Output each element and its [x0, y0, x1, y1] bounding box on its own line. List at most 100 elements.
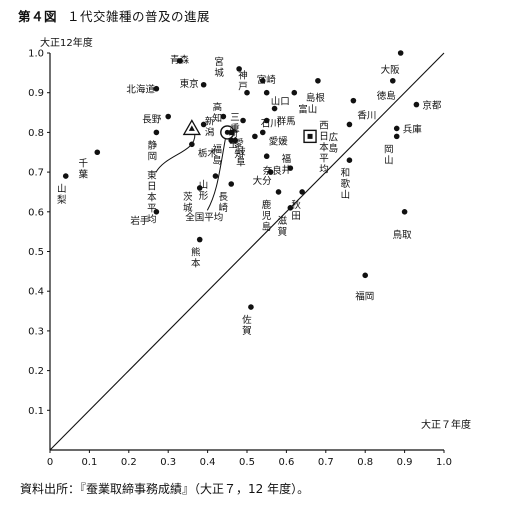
- average-leader: [155, 134, 196, 173]
- data-point: [267, 169, 274, 175]
- data-point: [236, 66, 242, 72]
- data-point: [346, 157, 353, 163]
- point-label: 熊本: [191, 247, 201, 270]
- point-label: 宮城: [214, 56, 224, 79]
- data-point: [200, 121, 207, 128]
- x-tick-label: 0.8: [357, 457, 373, 468]
- point-label: 富山: [298, 104, 317, 116]
- data-point: [94, 149, 101, 156]
- point-label: 宮崎: [257, 74, 277, 86]
- x-tick-label: 0.1: [81, 457, 97, 468]
- point-label: 福井: [282, 153, 292, 176]
- average-marker-inner: [188, 125, 195, 131]
- x-tick-label: 0: [47, 457, 53, 468]
- point-label: 神戸: [238, 70, 248, 93]
- data-point: [228, 129, 235, 136]
- data-point: [248, 304, 254, 310]
- figure-number: 第４図: [18, 9, 58, 24]
- point-label: 岡山: [384, 144, 394, 166]
- data-point: [200, 81, 207, 88]
- data-point: [397, 50, 404, 56]
- data-point: [259, 77, 266, 84]
- point-label: 群馬: [277, 116, 296, 128]
- point-label: 福岡: [355, 290, 374, 302]
- data-point: [362, 272, 369, 279]
- data-point: [287, 165, 294, 171]
- data-points: [62, 50, 420, 310]
- point-label: 京都: [422, 100, 442, 112]
- data-point: [263, 117, 270, 124]
- tick-labels: 0 0.1 0.2 0.3 0.4 0.5 0.6 0.7 0.8 0.9 1.0 0.1 0.2 0.3…: [28, 49, 452, 469]
- y-tick-label: 0.9: [28, 88, 44, 99]
- point-label: 愛媛: [269, 135, 289, 147]
- point-label: 兵庫: [403, 123, 423, 135]
- diagonal-line: [49, 52, 445, 451]
- y-axis-label: 大正12年度: [40, 36, 93, 49]
- point-label: 青森: [170, 54, 190, 66]
- x-tick-label: 0.5: [239, 457, 255, 468]
- point-label: 奈良: [263, 165, 283, 177]
- y-tick-label: 0.4: [28, 287, 44, 298]
- data-point: [389, 77, 396, 84]
- point-label: 山口: [271, 97, 290, 108]
- data-point: [62, 173, 69, 179]
- point-label: 岩手: [130, 215, 150, 227]
- y-tick-label: 1.0: [28, 49, 44, 60]
- point-label: 岐阜: [236, 145, 246, 168]
- data-point: [271, 105, 278, 112]
- y-tick-label: 0.8: [28, 128, 44, 139]
- point-label: 東京: [180, 78, 199, 90]
- y-tick-label: 0.5: [28, 247, 44, 258]
- point-label: 香川: [357, 111, 376, 122]
- x-tick-label: 0.3: [160, 457, 176, 468]
- x-tick-label: 0.7: [318, 457, 334, 468]
- data-point: [346, 121, 353, 128]
- x-tick-label: 1.0: [436, 457, 452, 468]
- point-label: 長崎: [218, 192, 228, 214]
- data-point: [228, 181, 235, 187]
- point-label: 広島: [329, 131, 339, 154]
- x-axis-label: 大正７年度: [421, 418, 471, 431]
- point-label: 山形: [199, 180, 209, 202]
- data-point: [220, 113, 227, 120]
- point-label: 秋田: [291, 199, 301, 222]
- data-point: [196, 185, 203, 191]
- data-point: [291, 89, 298, 96]
- y-tick-label: 0.2: [28, 366, 44, 377]
- point-label: 愛知: [234, 137, 244, 160]
- point-label: 北海道: [126, 84, 155, 96]
- point-label: 栃木: [198, 147, 218, 159]
- point-label: 和歌山: [341, 168, 351, 201]
- point-label: 福島: [212, 143, 222, 166]
- figure-title: 第４図 １代交雑種の普及の進展: [18, 6, 210, 25]
- point-label: 鳥取: [393, 229, 413, 241]
- data-point: [153, 209, 160, 215]
- point-label: 茨城: [183, 191, 193, 214]
- data-point: [401, 209, 408, 215]
- data-point: [393, 133, 400, 140]
- x-tick-label: 0.9: [397, 457, 413, 468]
- point-label: 静岡: [148, 139, 158, 162]
- data-point: [393, 125, 400, 132]
- data-point: [315, 77, 321, 84]
- figure-title-text: １代交雑種の普及の進展: [67, 9, 211, 24]
- average-marker: [220, 125, 235, 140]
- point-label: 島根: [306, 92, 326, 104]
- point-label: 大阪: [381, 64, 401, 76]
- average-marker: [182, 119, 201, 136]
- data-point: [413, 101, 420, 108]
- data-point: [275, 189, 282, 195]
- data-point: [263, 153, 270, 160]
- data-point: [153, 129, 160, 136]
- point-label: 鹿児島: [262, 199, 272, 233]
- average-marker: [303, 129, 317, 144]
- point-label: 山梨: [57, 184, 67, 206]
- average-label: 東日本平均: [147, 169, 157, 225]
- average-marker-inner: [307, 133, 313, 139]
- point-label: 三重: [230, 112, 240, 134]
- point-label: 千葉: [79, 158, 89, 180]
- x-tick-label: 0.2: [121, 457, 137, 468]
- average-label: 全国平均: [185, 211, 223, 223]
